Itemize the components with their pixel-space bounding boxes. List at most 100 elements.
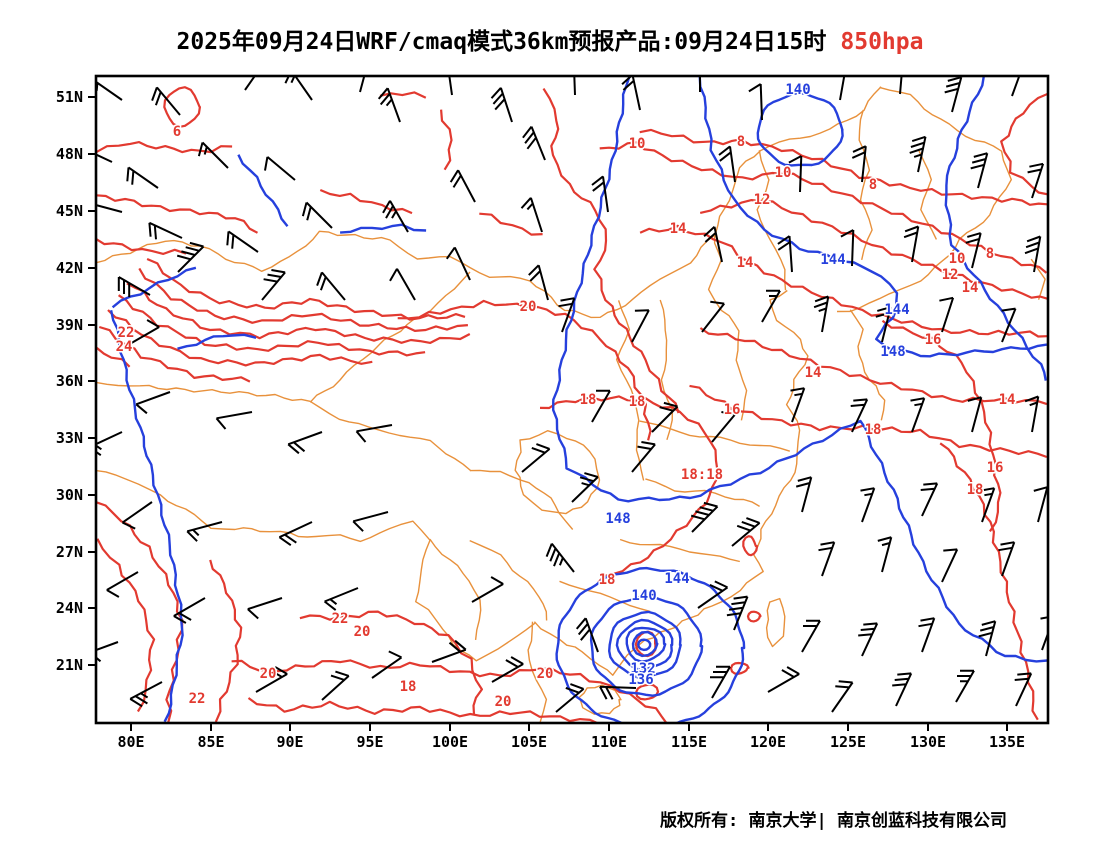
wind-barb	[355, 424, 393, 443]
wind-barb	[247, 597, 283, 620]
wind-barb	[591, 389, 611, 423]
wind-barb	[1024, 395, 1040, 433]
wind-barb	[226, 230, 259, 253]
temperature-contour-layer-path	[96, 141, 233, 154]
wind-barb	[955, 669, 975, 703]
province-boundary-layer-path	[619, 538, 740, 563]
wind-barb	[431, 639, 467, 663]
province-boundary-layer-path	[765, 597, 786, 648]
wind-barb	[967, 396, 983, 433]
temperature-contour-layer-path	[98, 325, 251, 383]
wind-barb	[858, 622, 879, 657]
temperature-contour-layer-path	[117, 294, 426, 357]
temperature-contour-label: 22	[332, 611, 349, 627]
wind-barb	[449, 169, 476, 203]
height-contour-layer-path	[944, 76, 1047, 381]
wind-barb	[471, 576, 504, 603]
wind-barb	[148, 221, 183, 240]
x-axis-tick-label: 90E	[276, 733, 303, 751]
wind-barb	[545, 542, 575, 573]
wind-barb	[1024, 235, 1042, 273]
temperature-contour-layer-path	[379, 91, 427, 99]
province-boundary-layer-path	[858, 109, 873, 261]
temperature-contour-label: 18	[865, 422, 882, 438]
temperature-contour-label: 10	[629, 136, 646, 152]
wind-barb	[1027, 162, 1045, 199]
wind-barb	[850, 398, 869, 433]
wind-barb	[520, 197, 543, 233]
province-boundary-layer-path	[645, 478, 760, 508]
wind-barb	[703, 226, 723, 263]
wind-barb	[910, 397, 926, 433]
y-axis-tick-label: 36N	[56, 372, 83, 390]
height-contour-layer-path	[237, 154, 289, 228]
wind-barb	[197, 141, 229, 169]
x-axis-tick-label: 135E	[989, 733, 1025, 751]
y-axis-tick-label: 33N	[56, 429, 83, 447]
wind-barb	[521, 443, 551, 473]
temperature-contour-layer-path	[96, 538, 156, 713]
wind-barb	[528, 264, 549, 301]
province-boundary-layer-path	[836, 86, 1012, 313]
province-boundary-layer-path	[96, 86, 882, 319]
temperature-contour-layer-path	[440, 109, 453, 171]
x-axis-tick-label: 80E	[117, 733, 144, 751]
wind-barb	[726, 595, 749, 631]
wind-barb	[970, 152, 989, 189]
wind-barb	[173, 597, 206, 624]
temperature-contour-label: 14	[999, 392, 1016, 408]
y-axis-tick-label: 42N	[56, 259, 83, 277]
wind-barb	[892, 672, 913, 707]
x-axis-tick-label: 85E	[197, 733, 224, 751]
temperature-contour-layer-path	[689, 384, 1048, 459]
wind-barb	[321, 670, 350, 701]
wind-barb	[176, 241, 205, 273]
chart-title-text: 2025年09月24日WRF/cmaq模式36km预报产品:09月24日15时	[176, 29, 827, 55]
wind-barb	[840, 229, 855, 267]
wind-barb	[323, 587, 359, 611]
wind-barb	[575, 617, 599, 653]
height-contour-label: 148	[605, 511, 630, 527]
temperature-contour-layer-path	[599, 141, 1048, 274]
chart-title: 2025年09月24日WRF/cmaq模式36km预报产品:09月24日15时 8…	[0, 22, 1100, 56]
province-boundary-layer	[96, 86, 1046, 723]
height-contour-layer-path	[625, 626, 667, 663]
wind-barb	[718, 145, 736, 183]
wind-barb	[651, 401, 679, 433]
wind-barb	[795, 476, 813, 513]
temperature-contour-layer-path	[699, 327, 1048, 406]
height-contour-layer-path	[589, 594, 704, 697]
wind-barb	[359, 76, 366, 93]
wind-barb	[186, 521, 223, 542]
wind-barb	[920, 482, 939, 517]
height-contour-label: 144	[664, 571, 689, 587]
wind-barb	[631, 309, 650, 343]
wind-barb	[371, 650, 403, 679]
wind-barb	[918, 617, 936, 653]
x-axis-tick-label: 95E	[356, 733, 383, 751]
temperature-contour-layer-path	[742, 535, 759, 557]
wind-barb	[301, 201, 333, 229]
wind-barb	[701, 300, 725, 333]
temperature-contour-layer-path	[163, 86, 201, 128]
height-contour-layer-path	[608, 610, 682, 680]
y-axis-tick-label: 51N	[56, 88, 83, 106]
wind-barb	[389, 268, 416, 301]
height-contour-label: 140	[631, 588, 656, 604]
temperature-contour-label: 18	[967, 482, 984, 498]
wind-barb	[631, 441, 656, 473]
wind-barb	[129, 681, 163, 708]
wind-barb	[777, 235, 793, 273]
wind-barb	[591, 175, 609, 213]
wind-barb	[1011, 76, 1021, 97]
y-axis-tick-label: 30N	[56, 486, 83, 504]
height-contour-layer-path	[631, 630, 659, 658]
height-contour-layer-path	[615, 618, 674, 671]
wind-barb	[801, 619, 821, 653]
wind-barb	[748, 83, 763, 121]
province-boundary-layer-path	[514, 430, 601, 515]
temperature-contour-label: 14	[805, 365, 822, 381]
temperature-contour-label: 10	[775, 165, 792, 181]
